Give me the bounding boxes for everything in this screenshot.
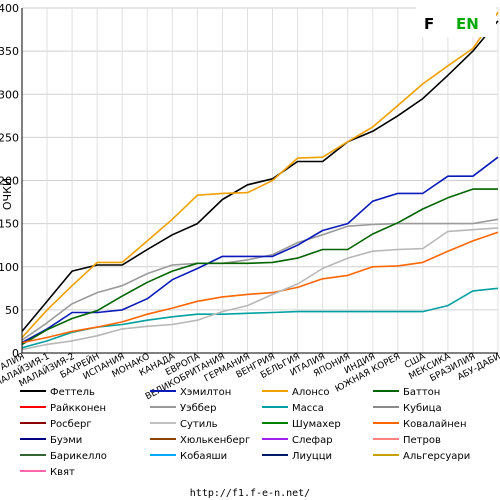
series-line	[21, 231, 499, 344]
series-line	[21, 20, 499, 332]
series-line	[21, 11, 499, 339]
legend-label: Алонсо	[292, 387, 330, 398]
legend-label: Уэббер	[180, 403, 216, 414]
y-tick-label: 400	[0, 2, 19, 15]
y-tick-label: 200	[0, 175, 19, 188]
f1-en-logo: F EN	[416, 7, 496, 37]
legend-label: Альгерсуари	[403, 451, 470, 462]
y-axis-title: ОЧКИ	[1, 178, 14, 210]
legend-label: Ковалайнен	[403, 419, 467, 430]
series-line	[21, 227, 499, 351]
legend-label: Лиуцци	[292, 451, 332, 462]
series-line	[21, 156, 499, 344]
y-tick-label: 150	[0, 218, 19, 231]
legend-label: Шумахер	[292, 419, 341, 430]
legend-label: Кобаяши	[180, 451, 227, 462]
series-line	[21, 188, 498, 346]
legend-label: Росберг	[50, 419, 92, 430]
logo-background	[416, 7, 496, 37]
axes	[21, 8, 498, 354]
legend-label: Сутиль	[180, 419, 218, 430]
logo-left-text: F	[424, 15, 434, 33]
y-tick-label: 350	[0, 45, 19, 58]
legend-label: Феттель	[50, 387, 95, 398]
legend-label: Хюлькенберг	[180, 435, 250, 446]
legend-label: Кубица	[403, 403, 442, 414]
legend-label: Хэмилтон	[180, 387, 231, 398]
y-tick-label: 50	[5, 304, 19, 317]
series-layer	[21, 11, 499, 351]
series-line	[21, 218, 499, 341]
y-tick-labels: 0 50 100 150 200 250 300 350 400	[0, 2, 19, 360]
y-tick-label: 250	[0, 131, 19, 144]
legend: Феттель Хэмилтон Алонсо Баттон Райкконен Уэбб…	[20, 387, 470, 478]
y-tick-label: 0	[12, 347, 19, 360]
legend-label: Райкконен	[50, 403, 106, 414]
legend-label: Баттон	[403, 387, 440, 398]
legend-label: Масса	[292, 403, 324, 414]
legend-label: Барикелло	[50, 451, 107, 462]
y-tick-label: 300	[0, 88, 19, 101]
y-tick-label: 100	[0, 261, 19, 274]
legend-label: Квят	[50, 467, 75, 478]
legend-label: Слефар	[292, 435, 333, 446]
footer-url: http://f1.f-e-n.net/	[190, 488, 310, 499]
logo-right-text: EN	[456, 15, 479, 33]
legend-label: Буэми	[50, 435, 82, 446]
legend-label: Петров	[403, 435, 441, 446]
